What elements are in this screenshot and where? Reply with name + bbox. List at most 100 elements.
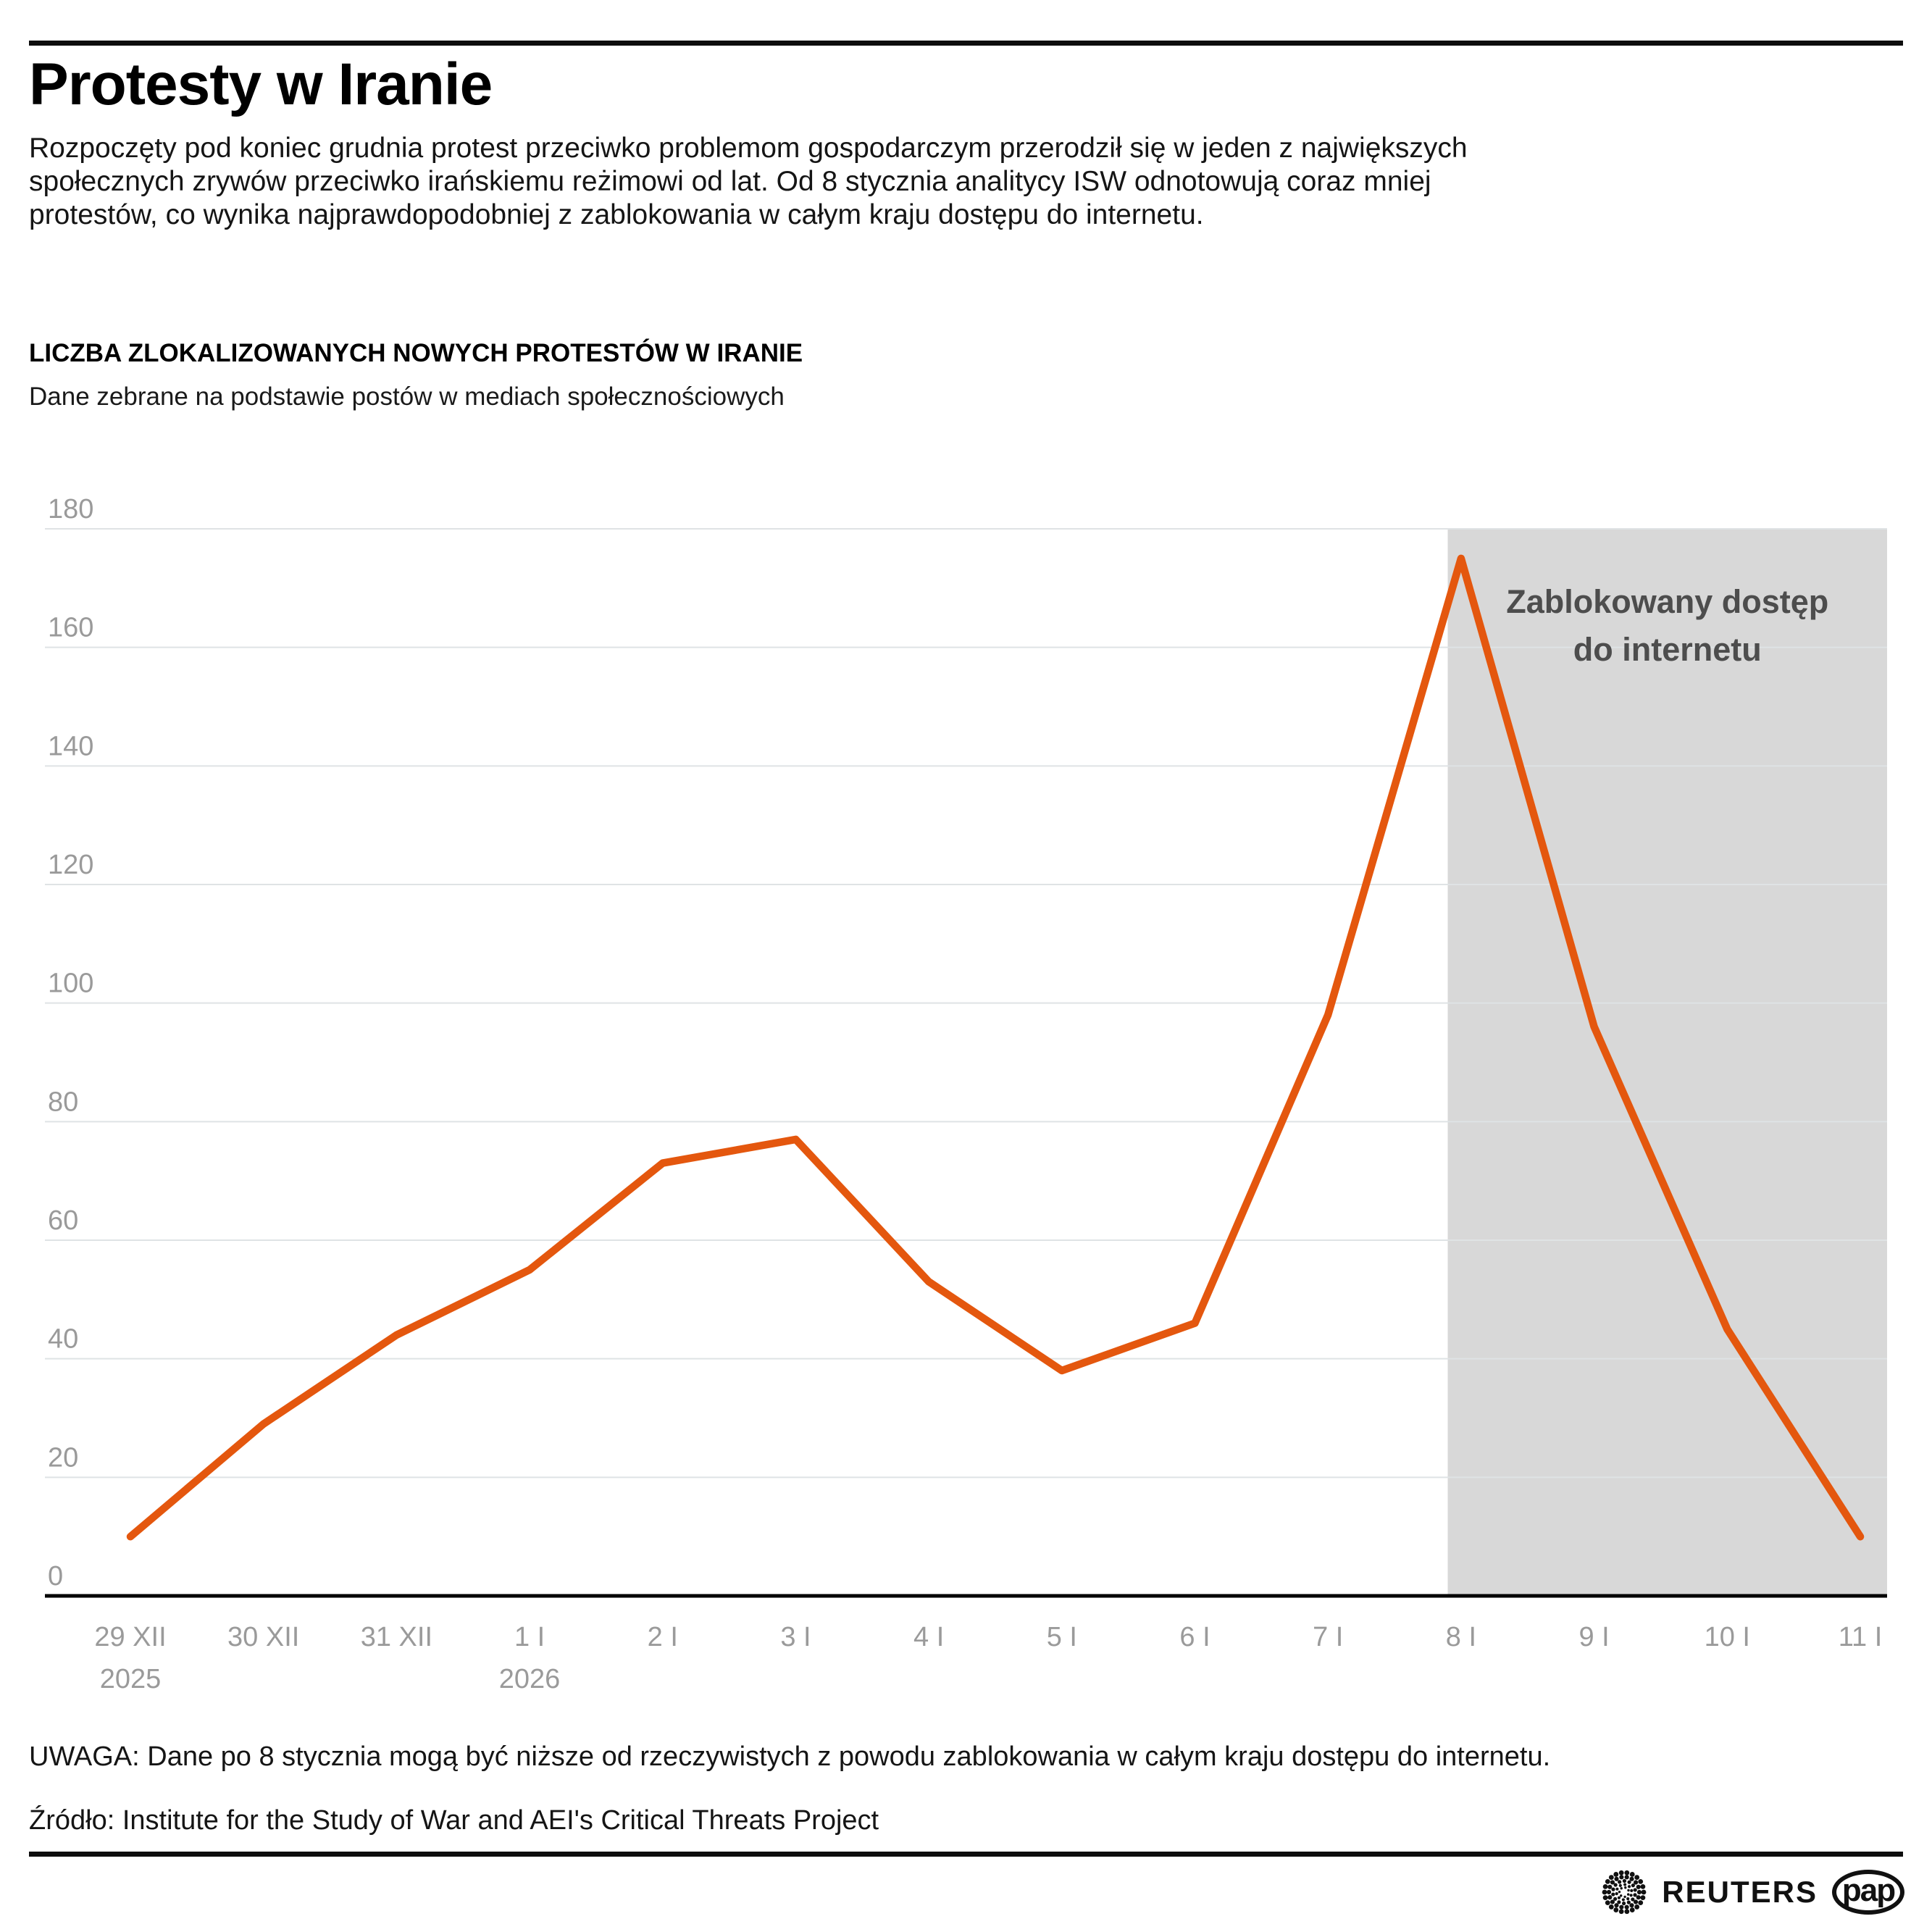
sunburst-dot [1610, 1899, 1615, 1904]
sunburst-dot [1629, 1894, 1633, 1897]
x-axis-label: 11 I [1839, 1622, 1883, 1652]
y-axis-label: 80 [48, 1087, 78, 1117]
y-axis-label: 140 [48, 731, 93, 761]
sunburst-dot [1637, 1889, 1642, 1895]
sunburst-dot [1615, 1887, 1619, 1891]
y-axis-label: 180 [48, 494, 93, 524]
x-axis-label: 29 XII [94, 1622, 166, 1652]
x-axis-label: 7 I [1313, 1622, 1343, 1652]
x-axis-label: 30 XII [227, 1622, 299, 1652]
sunburst-dot [1602, 1883, 1608, 1889]
pap-logo: pap [1832, 1870, 1904, 1915]
reuters-logo: REUTERS [1662, 1875, 1818, 1909]
sunburst-dot [1607, 1889, 1612, 1895]
chart-title: LICZBA ZLOKALIZOWANYCH NOWYCH PROTESTÓW … [29, 339, 803, 367]
sunburst-dot [1638, 1879, 1644, 1884]
sunburst-dot [1619, 1904, 1624, 1910]
sunburst-dot [1641, 1889, 1647, 1895]
sunburst-dot [1629, 1903, 1634, 1908]
sunburst-dot [1623, 1883, 1627, 1886]
sunburst-dot [1640, 1895, 1646, 1901]
sunburst-dot [1602, 1895, 1608, 1901]
x-axis-label: 3 I [780, 1622, 811, 1652]
sunburst-dot [1602, 1889, 1607, 1895]
sunburst-dot [1634, 1904, 1640, 1910]
sunburst-dot [1605, 1879, 1610, 1884]
sunburst-dot [1623, 1895, 1627, 1899]
source-line: Źródło: Institute for the Study of War a… [29, 1805, 879, 1836]
x-axis-label: 5 I [1047, 1622, 1077, 1652]
sunburst-dot [1618, 1896, 1621, 1899]
sunburst-dot [1636, 1884, 1642, 1889]
sunburst-dot [1624, 1904, 1630, 1910]
y-axis-label: 0 [48, 1561, 63, 1592]
sunburst-dot [1619, 1875, 1624, 1880]
sunburst-dot [1617, 1900, 1621, 1904]
sunburst-dot [1627, 1889, 1630, 1892]
sunburst-dot [1633, 1888, 1638, 1892]
sunburst-dot [1631, 1897, 1635, 1902]
sunburst-dot [1607, 1884, 1613, 1889]
page-title: Protesty w Iranie [29, 51, 493, 117]
sunburst-dot [1613, 1907, 1619, 1912]
sunburst-dot [1627, 1893, 1630, 1896]
x-axis-label: 31 XII [361, 1622, 432, 1652]
sunburst-dot [1614, 1903, 1619, 1908]
y-axis-label: 40 [48, 1324, 78, 1355]
sunburst-dot [1630, 1889, 1634, 1892]
sunburst-dot [1622, 1901, 1626, 1906]
sunburst-dot [1607, 1895, 1613, 1900]
bottom-rule [29, 1852, 1903, 1857]
intro-line-3: protestów, co wynika najprawdopodobniej … [29, 199, 1204, 230]
sunburst-dot [1614, 1876, 1619, 1881]
internet-block-region [1447, 529, 1887, 1596]
intro-line-1: Rozpoczęty pod koniec grudnia protest pr… [29, 133, 1468, 164]
sunburst-dot [1634, 1880, 1639, 1885]
footnote: UWAGA: Dane po 8 stycznia mogą być niższ… [29, 1741, 1551, 1772]
sunburst-dot [1626, 1897, 1630, 1901]
sunburst-dot [1611, 1887, 1615, 1891]
sunburst-dot [1624, 1875, 1630, 1880]
x-axis-label: 10 I [1705, 1622, 1750, 1652]
sunburst-dot [1629, 1876, 1634, 1881]
x-axis-label: 1 I [514, 1622, 545, 1652]
sunburst-dot [1609, 1904, 1615, 1910]
sunburst-dot [1618, 1890, 1621, 1894]
top-rule [29, 41, 1903, 46]
x-axis-label: 8 I [1446, 1622, 1476, 1652]
sunburst-dot [1631, 1883, 1636, 1888]
protest-trend-line [126, 554, 1865, 1541]
sunburst-dot [1624, 1886, 1627, 1889]
sunburst-dot [1640, 1883, 1646, 1889]
y-axis-label: 100 [48, 969, 93, 999]
sunburst-dot [1627, 1900, 1631, 1904]
intro-line-2: społecznych zrywów przeciwko irańskiemu … [29, 166, 1431, 197]
sunburst-dot [1615, 1892, 1619, 1896]
sunburst-dot [1620, 1894, 1623, 1897]
x-axis-label: 9 I [1578, 1622, 1609, 1652]
sunburst-dot [1634, 1899, 1639, 1904]
sunburst-dot [1638, 1900, 1644, 1905]
sunburst-dot [1622, 1898, 1626, 1902]
x-axis-year-label: 2025 [100, 1664, 162, 1694]
sunburst-dot [1634, 1875, 1640, 1880]
sunburst-dot [1630, 1907, 1635, 1912]
sunburst-dot [1636, 1895, 1642, 1900]
sunburst-dot [1609, 1875, 1615, 1880]
sunburst-dot [1620, 1887, 1623, 1890]
sunburst-dot [1624, 1909, 1630, 1915]
y-axis-label: 20 [48, 1442, 78, 1473]
sunburst-dot [1613, 1872, 1619, 1877]
sunburst-dot [1628, 1885, 1631, 1889]
x-axis-year-label: 2026 [499, 1664, 561, 1694]
sunburst-dot [1619, 1870, 1624, 1875]
intro-paragraph: Rozpoczęty pod koniec grudnia protest pr… [29, 132, 1468, 232]
logo-row: REUTERS pap [1601, 1869, 1904, 1915]
sunburst-dot [1624, 1870, 1630, 1875]
x-axis-label: 2 I [648, 1622, 678, 1652]
sunburst-dot [1610, 1880, 1615, 1885]
sunburst-dot [1630, 1872, 1635, 1877]
annotation-text: Zablokowany dostęp [1506, 583, 1828, 620]
y-axis-label: 120 [48, 850, 93, 880]
